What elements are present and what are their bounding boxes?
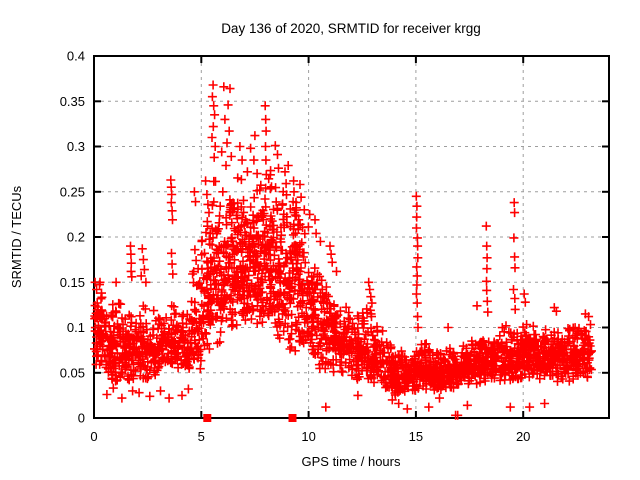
data-points (90, 80, 596, 420)
y-tick-label: 0.2 (67, 230, 85, 245)
plot-border (93, 55, 610, 419)
srmtid-plus-markers (90, 80, 596, 420)
y-tick-label: 0.05 (60, 365, 85, 380)
x-tick-label: 10 (301, 429, 315, 444)
y-tick-label: 0.35 (60, 94, 85, 109)
y-tick-label: 0.15 (60, 275, 85, 290)
x-tick-label: 15 (409, 429, 423, 444)
x-tick-label: 0 (90, 429, 97, 444)
chart-title: Day 136 of 2020, SRMTID for receiver krg… (221, 21, 481, 36)
x-axis-label: GPS time / hours (302, 454, 401, 469)
y-axis-label: SRMTID / TECUs (9, 185, 24, 288)
flagged-time-square (288, 414, 297, 422)
flagged-time-markers (203, 414, 297, 422)
y-tick-label: 0 (78, 411, 85, 426)
x-tick-label: 20 (516, 429, 530, 444)
x-tick-label: 5 (198, 429, 205, 444)
y-tick-label: 0.4 (67, 49, 85, 64)
y-tick-label: 0.3 (67, 139, 85, 154)
y-tick-label: 0.25 (60, 184, 85, 199)
y-tick-label: 0.1 (67, 320, 85, 335)
flagged-time-square (203, 414, 212, 422)
tick-labels: 0 5 10 15 20 0 0.05 0.1 0.15 0.2 0.25 0.3 0.35 0.4 (60, 49, 531, 445)
